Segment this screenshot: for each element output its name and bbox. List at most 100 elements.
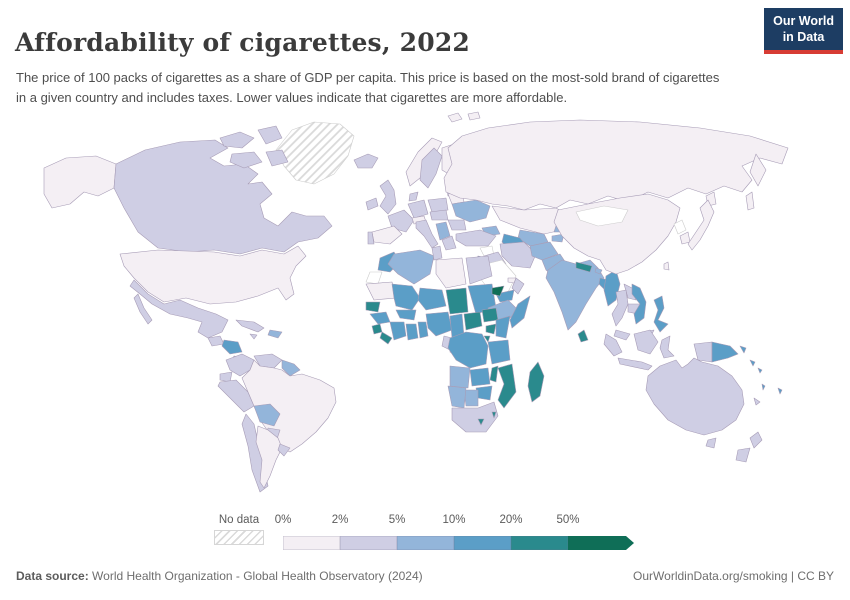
- country-lesotho[interactable]: [477, 418, 485, 426]
- country-tajikistan[interactable]: [551, 233, 565, 243]
- country-japan[interactable]: [687, 199, 715, 251]
- country-greenland[interactable]: [275, 121, 355, 185]
- country-libya[interactable]: [435, 257, 467, 289]
- country-senegal-gambia[interactable]: [365, 301, 381, 313]
- country-tunisia[interactable]: [431, 245, 443, 261]
- country-alaska[interactable]: [43, 155, 117, 209]
- country-malawi[interactable]: [489, 365, 499, 383]
- country-nepal[interactable]: [575, 261, 593, 273]
- country-argentina[interactable]: [255, 425, 283, 489]
- country-western-sahara[interactable]: [365, 271, 383, 285]
- country-ukraine[interactable]: [451, 199, 491, 223]
- country-russia[interactable]: [443, 119, 789, 211]
- country-fiji[interactable]: [777, 387, 783, 395]
- country-niger[interactable]: [417, 287, 447, 311]
- country-greece[interactable]: [441, 235, 457, 251]
- legend-bin-50+[interactable]: [568, 536, 634, 550]
- country-brazil[interactable]: [241, 359, 337, 453]
- country-togo-benin[interactable]: [417, 321, 429, 339]
- country-kamchatka[interactable]: [749, 153, 767, 187]
- country-czechia-hungary[interactable]: [429, 209, 449, 221]
- owid-link[interactable]: OurWorldinData.org/smoking | CC BY: [633, 569, 834, 583]
- country-java[interactable]: [617, 357, 653, 371]
- country-rwanda-burundi[interactable]: [483, 335, 491, 343]
- country-vietnam[interactable]: [631, 283, 647, 325]
- country-iceland[interactable]: [353, 153, 379, 169]
- country-iran[interactable]: [499, 241, 537, 269]
- no-data-hatch-swatch[interactable]: [214, 530, 264, 545]
- country-balkans[interactable]: [435, 221, 451, 241]
- country-new-britain[interactable]: [739, 345, 747, 354]
- country-sulawesi[interactable]: [659, 335, 675, 359]
- country-jamaica[interactable]: [249, 333, 258, 340]
- country-burkina-faso[interactable]: [395, 309, 417, 321]
- country-ireland[interactable]: [365, 197, 379, 211]
- country-dr-congo[interactable]: [447, 331, 489, 369]
- country-taiwan[interactable]: [663, 261, 670, 271]
- country-nigeria[interactable]: [425, 311, 453, 337]
- legend-bin-20-50[interactable]: [511, 536, 568, 550]
- country-tanzania[interactable]: [487, 339, 511, 365]
- country-philippines[interactable]: [653, 295, 669, 333]
- country-thailand[interactable]: [611, 289, 629, 327]
- country-bolivia[interactable]: [253, 403, 281, 427]
- country-svalbard[interactable]: [447, 112, 463, 123]
- country-sierra-leone[interactable]: [371, 323, 383, 335]
- country-denmark[interactable]: [408, 191, 419, 202]
- country-arctic-island[interactable]: [257, 125, 283, 145]
- country-west-papua[interactable]: [693, 341, 713, 363]
- country-turkey[interactable]: [455, 229, 497, 247]
- country-chad[interactable]: [445, 287, 469, 315]
- country-hispaniola[interactable]: [267, 329, 283, 339]
- country-new-zealand[interactable]: [735, 447, 751, 463]
- country-ghana[interactable]: [405, 323, 419, 341]
- country-guyana[interactable]: [281, 359, 301, 377]
- country-angola[interactable]: [449, 365, 471, 389]
- country-new-caledonia[interactable]: [753, 397, 761, 406]
- country-uruguay[interactable]: [277, 443, 291, 457]
- country-botswana[interactable]: [463, 389, 479, 407]
- country-australia[interactable]: [645, 357, 745, 436]
- country-baja[interactable]: [133, 293, 153, 325]
- country-eswatini[interactable]: [491, 411, 497, 419]
- country-guatemala[interactable]: [207, 335, 225, 347]
- country-solomon-islands[interactable]: [749, 359, 756, 367]
- country-zambia[interactable]: [469, 367, 491, 387]
- country-guinea[interactable]: [369, 311, 391, 325]
- country-somalia[interactable]: [509, 295, 531, 329]
- country-portugal[interactable]: [367, 231, 375, 245]
- country-united-kingdom[interactable]: [379, 179, 397, 215]
- country-liberia[interactable]: [379, 331, 393, 345]
- country-mauritania[interactable]: [365, 281, 397, 301]
- owid-logo[interactable]: Our World in Data: [764, 8, 843, 55]
- country-madagascar[interactable]: [527, 361, 545, 403]
- country-arctic-island[interactable]: [229, 151, 263, 169]
- country-mongolia[interactable]: [575, 205, 629, 227]
- country-china[interactable]: [553, 193, 681, 275]
- country-romania[interactable]: [447, 219, 467, 231]
- country-namibia[interactable]: [447, 385, 467, 409]
- country-italy[interactable]: [415, 219, 439, 249]
- country-mali[interactable]: [391, 283, 421, 311]
- country-kenya[interactable]: [495, 315, 511, 339]
- country-solomon-islands[interactable]: [757, 367, 763, 374]
- country-united-states[interactable]: [119, 245, 307, 305]
- country-peru[interactable]: [217, 379, 255, 413]
- country-malaysia[interactable]: [613, 329, 631, 341]
- country-poland[interactable]: [427, 197, 449, 213]
- country-borneo[interactable]: [633, 329, 659, 355]
- country-sri-lanka[interactable]: [577, 329, 589, 343]
- legend-bin-10-20[interactable]: [454, 536, 511, 550]
- country-tasmania[interactable]: [705, 437, 717, 449]
- country-bhutan[interactable]: [594, 267, 603, 275]
- country-uganda[interactable]: [485, 323, 497, 335]
- country-germany[interactable]: [407, 199, 429, 219]
- country-south-africa[interactable]: [451, 401, 499, 433]
- country-south-korea[interactable]: [679, 231, 691, 245]
- legend-bin-2-5[interactable]: [340, 536, 397, 550]
- country-arctic-island[interactable]: [219, 131, 255, 149]
- country-north-korea[interactable]: [673, 219, 687, 235]
- country-papua-new-guinea[interactable]: [711, 341, 739, 363]
- country-south-sudan[interactable]: [481, 307, 499, 323]
- country-eritrea[interactable]: [491, 285, 505, 297]
